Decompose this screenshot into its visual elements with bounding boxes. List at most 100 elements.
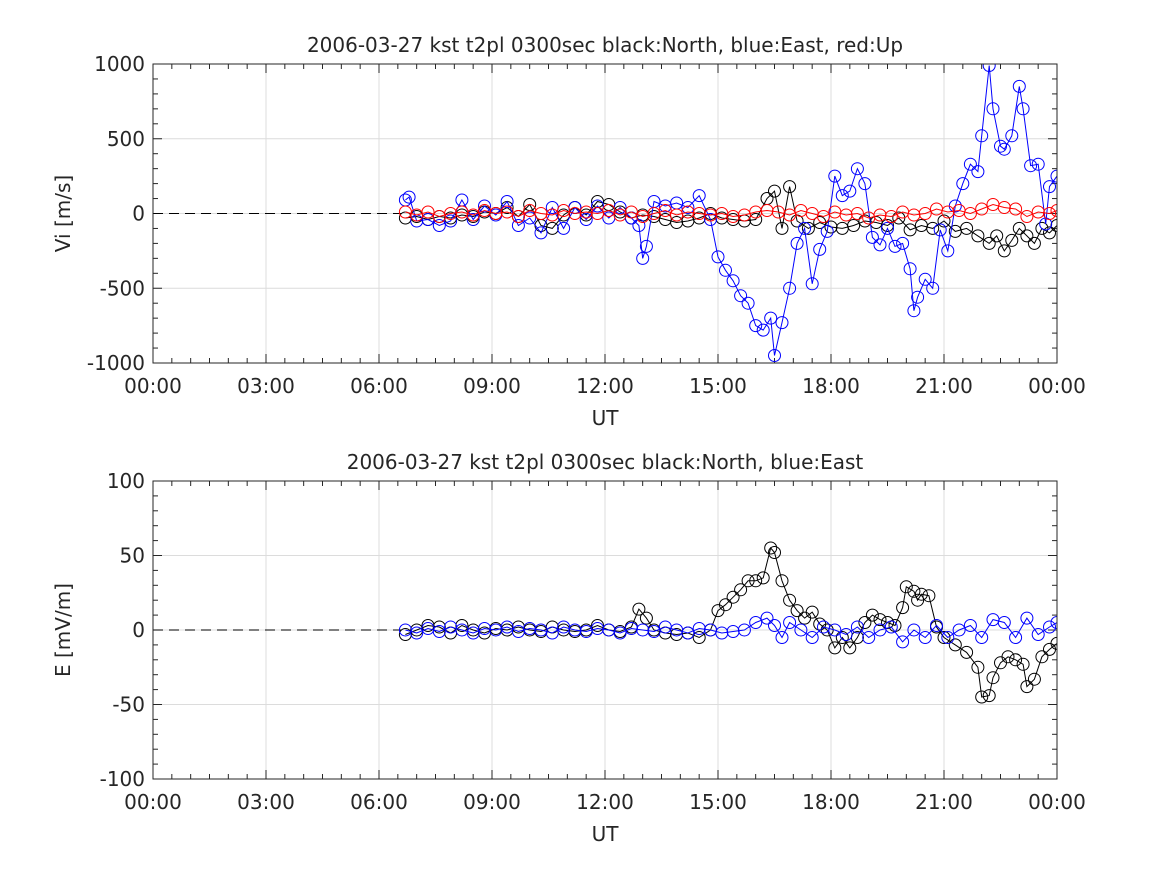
vi-x-tick-label: 12:00 — [576, 374, 634, 398]
vi-point-north — [971, 229, 985, 243]
vi-point-north — [1035, 221, 1049, 235]
vi-point-north — [545, 221, 559, 235]
e-point-north — [907, 584, 921, 598]
e-point-east — [1009, 631, 1023, 644]
vi-point-east — [986, 102, 1000, 116]
vi-point-north — [1027, 236, 1041, 250]
vi-point-up — [839, 208, 853, 222]
vi-point-east — [963, 157, 977, 171]
vi-point-east — [756, 323, 770, 337]
vi-point-east — [926, 281, 940, 295]
e-point-north — [873, 613, 887, 627]
vi-x-tick-label: 06:00 — [350, 374, 408, 398]
vi-ticks — [152, 63, 1058, 364]
vi-y-tick-label: -1000 — [87, 351, 145, 375]
vi-series-line-up — [405, 203, 1057, 219]
vi-y-tick-label: 500 — [107, 127, 145, 151]
vi-point-north — [926, 221, 940, 235]
vi-point-east — [775, 316, 789, 330]
e-point-north — [421, 619, 435, 632]
vi-point-up — [941, 205, 955, 219]
vi-y-tick-label: 1000 — [94, 52, 145, 76]
vi-point-east — [523, 211, 537, 225]
vi-y-axis-label: Vi [m/s] — [51, 175, 75, 252]
vi-point-east — [1031, 157, 1045, 171]
vi-x-tick-label: 03:00 — [237, 374, 295, 398]
e-point-north — [922, 589, 936, 603]
vi-point-east — [711, 250, 725, 264]
vi-series-line-north — [405, 186, 1057, 252]
vi-point-east — [500, 195, 514, 208]
e-point-north — [1009, 653, 1023, 667]
vi-point-east — [873, 238, 887, 252]
vi-point-east — [994, 139, 1007, 153]
vi-point-east — [1016, 102, 1030, 116]
e-point-east — [862, 631, 876, 644]
e-point-north — [986, 671, 1000, 685]
vi-point-north — [1020, 229, 1034, 243]
e-point-east — [647, 625, 661, 638]
vi-point-east — [591, 199, 604, 213]
e-point-north — [775, 574, 789, 588]
vi-point-up — [1020, 210, 1034, 223]
e-point-east — [681, 626, 695, 640]
vi-point-north — [937, 214, 951, 228]
vi-point-north — [982, 236, 996, 250]
vi-panel: 2006-03-27 kst t2pl 0300sec black:North,… — [51, 33, 1086, 430]
e-point-east — [410, 626, 424, 640]
vi-point-up — [975, 202, 989, 216]
vi-point-up — [466, 208, 480, 222]
e-point-east — [1050, 616, 1057, 629]
e-point-north — [768, 546, 781, 559]
e-point-north — [1020, 680, 1034, 694]
vi-series-east — [398, 64, 1057, 362]
e-point-north — [899, 580, 913, 594]
e-point-north — [764, 541, 778, 555]
e-point-east — [749, 616, 763, 629]
vi-point-up — [500, 205, 514, 219]
e-point-north — [843, 641, 857, 655]
vi-point-north — [1012, 221, 1026, 235]
vi-point-east — [741, 296, 755, 310]
vi-point-up — [534, 207, 548, 220]
e-point-north — [670, 628, 684, 641]
vi-point-north — [1005, 233, 1019, 247]
vi-point-east — [768, 349, 781, 362]
vi-point-up — [963, 207, 977, 220]
e-panel: 2006-03-27 kst t2pl 0300sec black:North,… — [51, 450, 1086, 846]
e-y-tick-label: -50 — [112, 693, 145, 717]
vi-point-up — [444, 207, 458, 220]
vi-point-east — [783, 281, 797, 295]
e-point-north — [896, 601, 910, 615]
vi-point-north — [455, 208, 469, 222]
vi-point-east — [790, 236, 804, 250]
e-point-north — [734, 583, 748, 597]
e-y-tick-label: 50 — [120, 544, 145, 568]
e-x-axis-label: UT — [592, 822, 620, 846]
e-point-east — [839, 628, 853, 641]
vi-point-north — [1043, 226, 1056, 240]
vi-point-east — [726, 274, 740, 288]
e-point-east — [545, 626, 559, 640]
vi-point-east — [850, 162, 864, 176]
vi-point-east — [820, 224, 834, 238]
vi-point-up — [545, 208, 559, 222]
vi-point-north — [768, 184, 781, 198]
vi-point-east — [903, 262, 917, 276]
vi-point-up — [907, 208, 921, 222]
e-point-east — [500, 620, 514, 634]
vi-point-east — [478, 199, 491, 213]
vi-point-north — [960, 221, 974, 235]
vi-point-east — [828, 169, 842, 183]
e-point-east — [636, 623, 650, 637]
vi-point-up — [817, 210, 830, 223]
e-point-east — [794, 623, 808, 637]
e-point-north — [1001, 650, 1015, 664]
e-point-north — [835, 631, 849, 644]
vi-point-north — [557, 208, 571, 222]
e-x-tick-label: 21:00 — [915, 790, 973, 814]
e-point-east — [930, 619, 943, 632]
e-point-east — [1031, 628, 1045, 641]
vi-chart-title: 2006-03-27 kst t2pl 0300sec black:North,… — [307, 33, 903, 57]
